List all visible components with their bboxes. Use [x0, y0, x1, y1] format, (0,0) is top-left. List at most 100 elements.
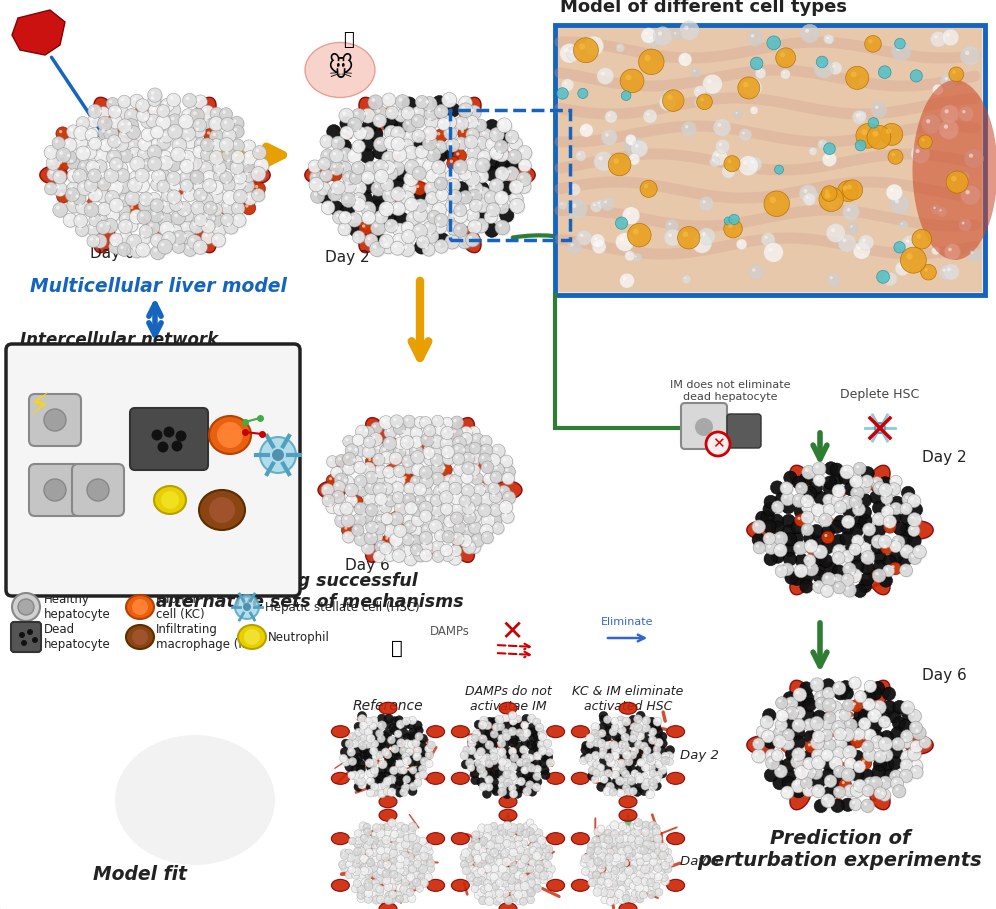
- Circle shape: [859, 543, 871, 554]
- Circle shape: [471, 434, 484, 446]
- Circle shape: [469, 131, 472, 135]
- Circle shape: [129, 95, 143, 108]
- Circle shape: [891, 153, 895, 156]
- Circle shape: [414, 864, 423, 872]
- Circle shape: [436, 223, 439, 226]
- Circle shape: [70, 172, 74, 175]
- Circle shape: [621, 833, 622, 834]
- Circle shape: [831, 464, 845, 477]
- Circle shape: [351, 839, 353, 841]
- Circle shape: [835, 711, 849, 724]
- Circle shape: [225, 132, 229, 135]
- Circle shape: [435, 105, 449, 120]
- Circle shape: [57, 159, 70, 173]
- Circle shape: [119, 96, 131, 109]
- Circle shape: [781, 717, 795, 731]
- Circle shape: [360, 783, 362, 784]
- Circle shape: [213, 110, 216, 114]
- Circle shape: [854, 709, 868, 722]
- Circle shape: [842, 687, 855, 701]
- Circle shape: [855, 537, 858, 541]
- Circle shape: [362, 426, 374, 439]
- Circle shape: [624, 785, 626, 787]
- Circle shape: [420, 550, 433, 563]
- Circle shape: [778, 568, 781, 571]
- Circle shape: [374, 445, 387, 458]
- Circle shape: [633, 822, 642, 830]
- Circle shape: [668, 223, 671, 225]
- Circle shape: [827, 273, 840, 286]
- Circle shape: [392, 138, 406, 152]
- Circle shape: [380, 781, 389, 790]
- Circle shape: [912, 763, 915, 765]
- Circle shape: [755, 752, 758, 755]
- Circle shape: [188, 235, 203, 250]
- Circle shape: [457, 234, 472, 249]
- Circle shape: [445, 534, 448, 536]
- Circle shape: [352, 734, 361, 743]
- Circle shape: [401, 106, 414, 120]
- Circle shape: [341, 117, 356, 132]
- Circle shape: [351, 121, 355, 125]
- Circle shape: [872, 736, 885, 750]
- Circle shape: [327, 503, 340, 514]
- Circle shape: [882, 769, 896, 783]
- Circle shape: [205, 174, 209, 177]
- Circle shape: [475, 158, 490, 173]
- Circle shape: [413, 483, 426, 495]
- Circle shape: [630, 841, 638, 849]
- Circle shape: [909, 553, 922, 565]
- Circle shape: [428, 446, 441, 459]
- Circle shape: [702, 232, 706, 235]
- Circle shape: [329, 504, 332, 507]
- Circle shape: [773, 776, 786, 790]
- Circle shape: [98, 178, 111, 191]
- Circle shape: [222, 111, 226, 114]
- Circle shape: [463, 511, 476, 524]
- Circle shape: [665, 758, 673, 765]
- Circle shape: [842, 515, 855, 528]
- Circle shape: [382, 205, 386, 209]
- Circle shape: [127, 178, 142, 193]
- Circle shape: [432, 95, 446, 110]
- Circle shape: [520, 897, 527, 905]
- Circle shape: [633, 724, 642, 732]
- Circle shape: [201, 139, 215, 153]
- Circle shape: [609, 788, 618, 796]
- Circle shape: [355, 448, 358, 451]
- Circle shape: [832, 704, 836, 707]
- Circle shape: [406, 524, 409, 526]
- Circle shape: [160, 139, 163, 143]
- Circle shape: [381, 151, 395, 165]
- Circle shape: [792, 780, 806, 794]
- Circle shape: [606, 889, 615, 898]
- Circle shape: [468, 865, 477, 874]
- Circle shape: [500, 121, 504, 125]
- Circle shape: [116, 168, 129, 183]
- Circle shape: [479, 843, 481, 844]
- Circle shape: [150, 209, 164, 224]
- Circle shape: [413, 860, 421, 868]
- Circle shape: [343, 435, 355, 447]
- Circle shape: [960, 45, 980, 65]
- Circle shape: [490, 770, 499, 779]
- Circle shape: [491, 835, 499, 844]
- Circle shape: [526, 819, 534, 826]
- Circle shape: [487, 743, 489, 744]
- Circle shape: [498, 734, 506, 743]
- Circle shape: [656, 850, 658, 852]
- Circle shape: [398, 98, 402, 102]
- Circle shape: [641, 874, 650, 882]
- Circle shape: [59, 161, 62, 165]
- Circle shape: [193, 125, 206, 139]
- Circle shape: [827, 777, 830, 781]
- Circle shape: [785, 472, 798, 485]
- Circle shape: [335, 184, 338, 187]
- Circle shape: [50, 171, 53, 174]
- Circle shape: [137, 147, 151, 161]
- Circle shape: [170, 175, 173, 178]
- Circle shape: [343, 524, 355, 537]
- Circle shape: [54, 204, 69, 218]
- Circle shape: [776, 738, 779, 741]
- Circle shape: [418, 98, 421, 102]
